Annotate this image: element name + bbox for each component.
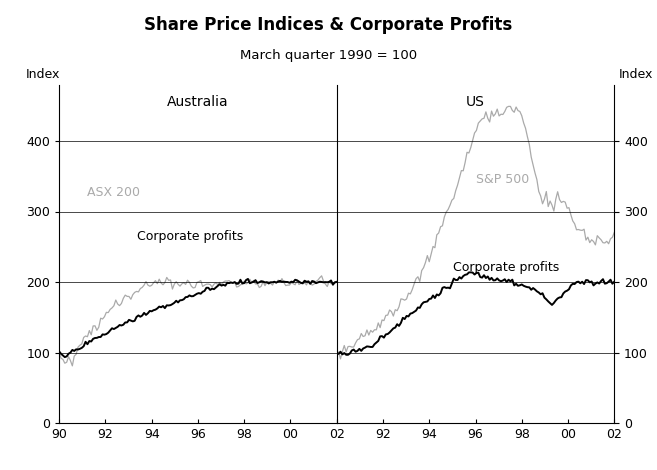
Text: Corporate profits: Corporate profits — [453, 261, 560, 274]
Text: S&P 500: S&P 500 — [476, 173, 529, 186]
Text: ASX 200: ASX 200 — [87, 187, 140, 199]
Text: Index: Index — [619, 68, 653, 81]
Text: Australia: Australia — [167, 95, 229, 109]
Text: US: US — [466, 95, 485, 109]
Text: Corporate profits: Corporate profits — [137, 230, 243, 243]
Text: Index: Index — [26, 68, 60, 81]
Text: March quarter 1990 = 100: March quarter 1990 = 100 — [240, 49, 417, 63]
Text: Share Price Indices & Corporate Profits: Share Price Indices & Corporate Profits — [145, 16, 512, 34]
